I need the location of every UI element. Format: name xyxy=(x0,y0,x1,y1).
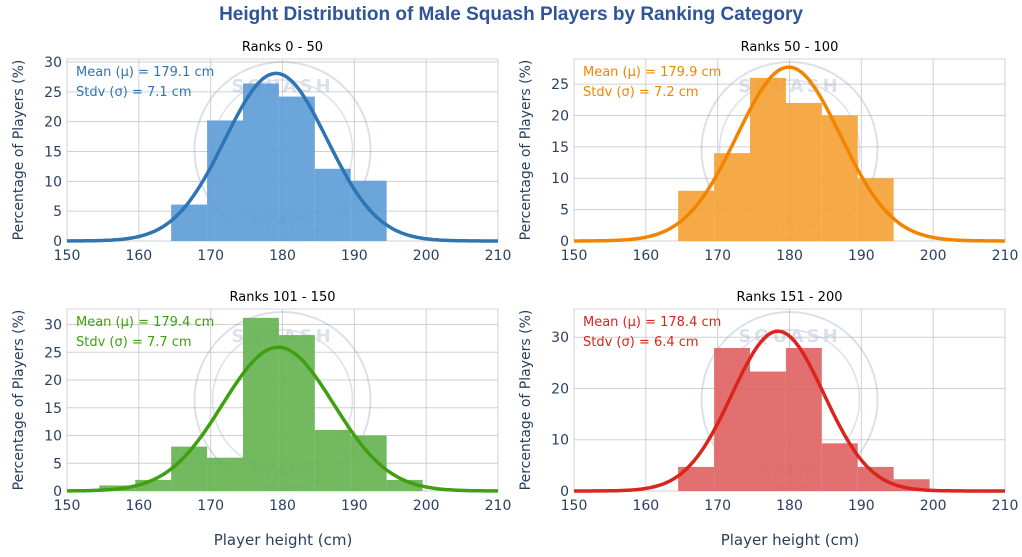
x-tick-label: 150 xyxy=(54,498,81,514)
y-axis-label: Percentage of Players (%) xyxy=(11,60,27,241)
x-axis-label-left: Player height (cm) xyxy=(213,531,353,549)
y-tick-label: 0 xyxy=(560,484,569,500)
x-tick-label: 200 xyxy=(413,248,440,264)
x-tick-label: 190 xyxy=(341,498,368,514)
histogram-bar xyxy=(749,77,786,242)
y-tick-label: 20 xyxy=(551,108,569,124)
stdev-annotation: Stdv (σ) = 7.7 cm xyxy=(76,335,192,350)
y-tick-label: 30 xyxy=(44,318,62,334)
x-tick-label: 180 xyxy=(269,498,296,514)
y-tick-label: 30 xyxy=(44,55,62,71)
y-tick-label: 5 xyxy=(560,203,569,219)
y-tick-label: 5 xyxy=(53,204,62,220)
normal-fit-curve xyxy=(67,71,498,243)
x-tick-label: 180 xyxy=(776,248,803,264)
x-tick-label: 210 xyxy=(485,248,512,264)
x-tick-label: 180 xyxy=(776,498,803,514)
histogram-bar xyxy=(857,178,894,241)
x-tick-label: 190 xyxy=(341,248,368,264)
x-tick-label: 210 xyxy=(992,498,1019,514)
y-tick-label: 15 xyxy=(44,401,62,417)
mean-annotation: Mean (μ) = 179.9 cm xyxy=(583,65,721,80)
x-tick-label: 160 xyxy=(632,498,659,514)
y-tick-label: 25 xyxy=(551,77,569,93)
normal-fit-curve xyxy=(574,329,1005,493)
stdev-annotation: Stdv (σ) = 7.1 cm xyxy=(76,85,192,100)
x-axis-label-right: Player height (cm) xyxy=(720,531,860,549)
histogram-bar xyxy=(207,457,243,491)
y-tick-label: 20 xyxy=(44,373,62,389)
x-tick-label: 200 xyxy=(920,248,947,264)
y-tick-label: 25 xyxy=(44,345,62,361)
y-tick-label: 0 xyxy=(560,234,569,250)
y-tick-label: 10 xyxy=(551,171,569,187)
y-tick-label: 10 xyxy=(44,174,62,190)
normal-fit-curve xyxy=(67,345,498,493)
y-tick-label: 30 xyxy=(551,330,569,346)
panel-subtitle: Ranks 151 - 200 xyxy=(737,290,843,305)
histogram-bar xyxy=(278,96,315,241)
y-axis-label: Percentage of Players (%) xyxy=(11,310,27,491)
x-tick-label: 160 xyxy=(125,248,152,264)
normal-fit-curve xyxy=(574,65,1005,243)
panel-subtitle: Ranks 101 - 150 xyxy=(230,290,336,305)
x-tick-label: 160 xyxy=(125,498,152,514)
y-tick-label: 5 xyxy=(53,456,62,472)
x-tick-label: 190 xyxy=(848,248,875,264)
x-tick-label: 150 xyxy=(561,498,588,514)
histogram-bar xyxy=(314,429,351,491)
histogram-bar xyxy=(278,335,315,491)
x-tick-label: 170 xyxy=(704,248,731,264)
y-tick-label: 0 xyxy=(53,234,62,250)
y-tick-label: 10 xyxy=(551,433,569,449)
x-tick-label: 170 xyxy=(197,498,224,514)
x-tick-label: 160 xyxy=(632,248,659,264)
histogram-bar xyxy=(821,443,858,491)
stdev-annotation: Stdv (σ) = 7.2 cm xyxy=(583,85,699,100)
x-tick-label: 170 xyxy=(704,498,731,514)
histogram-bar xyxy=(857,466,894,491)
histogram-bar xyxy=(678,190,715,241)
x-tick-label: 170 xyxy=(197,248,224,264)
x-tick-label: 210 xyxy=(485,498,512,514)
mean-annotation: Mean (μ) = 179.1 cm xyxy=(76,65,214,80)
histogram-bar xyxy=(314,168,351,241)
y-tick-label: 20 xyxy=(44,115,62,131)
y-tick-label: 10 xyxy=(44,429,62,445)
x-tick-label: 200 xyxy=(413,498,440,514)
y-axis-label: Percentage of Players (%) xyxy=(518,60,534,241)
panel-subtitle: Ranks 50 - 100 xyxy=(741,40,839,55)
panel-subtitle: Ranks 0 - 50 xyxy=(242,40,323,55)
histogram-bar xyxy=(749,371,786,491)
mean-annotation: Mean (μ) = 178.4 cm xyxy=(583,315,721,330)
x-tick-label: 210 xyxy=(992,248,1019,264)
y-tick-label: 15 xyxy=(551,140,569,156)
y-tick-label: 20 xyxy=(551,381,569,397)
x-tick-label: 200 xyxy=(920,498,947,514)
histogram-bar xyxy=(171,204,208,241)
histogram-bar xyxy=(785,102,822,242)
x-tick-label: 190 xyxy=(848,498,875,514)
chart-title: Height Distribution of Male Squash Playe… xyxy=(219,4,803,25)
histogram-bar xyxy=(785,347,822,491)
histogram-bar xyxy=(386,479,423,491)
x-tick-label: 150 xyxy=(54,248,81,264)
histogram-bar xyxy=(893,479,930,491)
x-tick-label: 180 xyxy=(269,248,296,264)
y-axis-label: Percentage of Players (%) xyxy=(518,310,534,491)
x-tick-label: 150 xyxy=(561,248,588,264)
y-tick-label: 0 xyxy=(53,484,62,500)
histogram-bar xyxy=(135,479,172,491)
histogram-bar xyxy=(242,83,279,241)
stdev-annotation: Stdv (σ) = 6.4 cm xyxy=(583,335,699,350)
mean-annotation: Mean (μ) = 179.4 cm xyxy=(76,315,214,330)
y-tick-label: 25 xyxy=(44,85,62,101)
y-tick-label: 15 xyxy=(44,144,62,160)
